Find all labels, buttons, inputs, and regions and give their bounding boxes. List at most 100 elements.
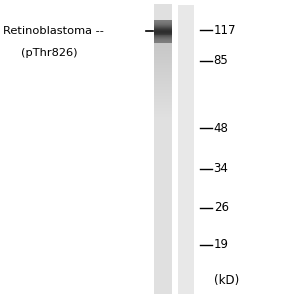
Bar bbox=[154, 223, 172, 224]
Bar bbox=[154, 107, 172, 108]
Bar bbox=[154, 120, 172, 121]
Bar bbox=[178, 60, 194, 63]
Bar bbox=[154, 146, 172, 147]
Bar bbox=[178, 177, 194, 180]
Bar bbox=[154, 138, 172, 139]
Bar bbox=[154, 177, 172, 178]
Bar bbox=[178, 244, 194, 247]
Bar bbox=[178, 253, 194, 256]
Bar bbox=[178, 107, 194, 110]
Bar bbox=[178, 89, 194, 92]
Bar bbox=[154, 41, 172, 42]
Bar bbox=[154, 121, 172, 122]
Bar bbox=[154, 254, 172, 255]
Bar bbox=[154, 136, 172, 137]
Bar bbox=[178, 63, 194, 66]
Bar bbox=[154, 210, 172, 211]
Bar bbox=[154, 51, 172, 52]
Bar bbox=[154, 252, 172, 253]
Bar bbox=[178, 200, 194, 203]
Bar bbox=[154, 267, 172, 268]
Bar bbox=[178, 101, 194, 104]
Bar bbox=[178, 130, 194, 133]
Bar bbox=[154, 250, 172, 251]
Bar bbox=[154, 201, 172, 202]
Bar bbox=[154, 194, 172, 195]
Bar bbox=[154, 56, 172, 57]
Bar bbox=[154, 40, 172, 41]
Bar bbox=[154, 113, 172, 114]
Bar bbox=[154, 274, 172, 276]
Bar bbox=[154, 206, 172, 207]
Bar bbox=[154, 150, 172, 151]
Bar bbox=[154, 232, 172, 233]
Bar bbox=[154, 101, 172, 102]
Bar bbox=[154, 233, 172, 234]
Bar bbox=[178, 28, 194, 31]
Bar bbox=[154, 188, 172, 189]
Bar bbox=[154, 52, 172, 53]
Bar bbox=[154, 10, 172, 11]
Bar bbox=[154, 228, 172, 229]
Bar bbox=[154, 89, 172, 90]
Bar bbox=[154, 288, 172, 289]
Bar bbox=[154, 179, 172, 180]
Bar bbox=[154, 225, 172, 226]
Bar bbox=[154, 166, 172, 167]
Bar bbox=[178, 250, 194, 253]
Bar bbox=[178, 203, 194, 206]
Bar bbox=[178, 157, 194, 160]
Bar bbox=[154, 160, 172, 161]
Bar bbox=[154, 151, 172, 152]
Bar bbox=[154, 281, 172, 282]
Bar bbox=[154, 79, 172, 80]
Bar bbox=[154, 82, 172, 83]
Bar bbox=[154, 61, 172, 63]
Bar bbox=[154, 125, 172, 127]
Bar bbox=[154, 21, 172, 22]
Bar bbox=[154, 31, 172, 32]
Bar bbox=[154, 248, 172, 250]
Bar bbox=[154, 26, 172, 27]
Bar bbox=[154, 122, 172, 123]
Bar bbox=[154, 172, 172, 173]
Bar bbox=[178, 165, 194, 168]
Bar bbox=[154, 144, 172, 145]
Bar bbox=[154, 70, 172, 71]
Bar bbox=[154, 221, 172, 222]
Bar bbox=[154, 253, 172, 254]
Bar bbox=[154, 203, 172, 204]
Bar bbox=[154, 30, 172, 31]
Bar bbox=[154, 164, 172, 165]
Bar bbox=[178, 271, 194, 274]
Bar bbox=[154, 78, 172, 79]
Bar bbox=[154, 217, 172, 218]
Bar bbox=[154, 67, 172, 68]
Bar bbox=[154, 112, 172, 113]
Bar bbox=[154, 258, 172, 259]
Bar bbox=[154, 220, 172, 221]
Bar bbox=[154, 54, 172, 55]
Bar bbox=[178, 259, 194, 262]
Bar bbox=[154, 109, 172, 110]
Bar bbox=[178, 288, 194, 291]
Bar bbox=[154, 266, 172, 267]
Bar bbox=[178, 124, 194, 127]
Bar bbox=[154, 214, 172, 216]
Bar bbox=[154, 272, 172, 273]
Bar bbox=[154, 227, 172, 228]
Bar bbox=[154, 271, 172, 272]
Bar bbox=[154, 155, 172, 157]
Bar bbox=[154, 98, 172, 99]
Bar bbox=[154, 211, 172, 212]
Bar bbox=[154, 83, 172, 84]
Bar bbox=[154, 129, 172, 130]
Bar bbox=[154, 124, 172, 125]
Bar bbox=[154, 77, 172, 78]
Bar bbox=[154, 72, 172, 73]
Bar bbox=[154, 49, 172, 50]
Bar bbox=[154, 212, 172, 213]
Bar bbox=[154, 127, 172, 128]
Bar bbox=[154, 268, 172, 269]
Bar bbox=[154, 282, 172, 283]
